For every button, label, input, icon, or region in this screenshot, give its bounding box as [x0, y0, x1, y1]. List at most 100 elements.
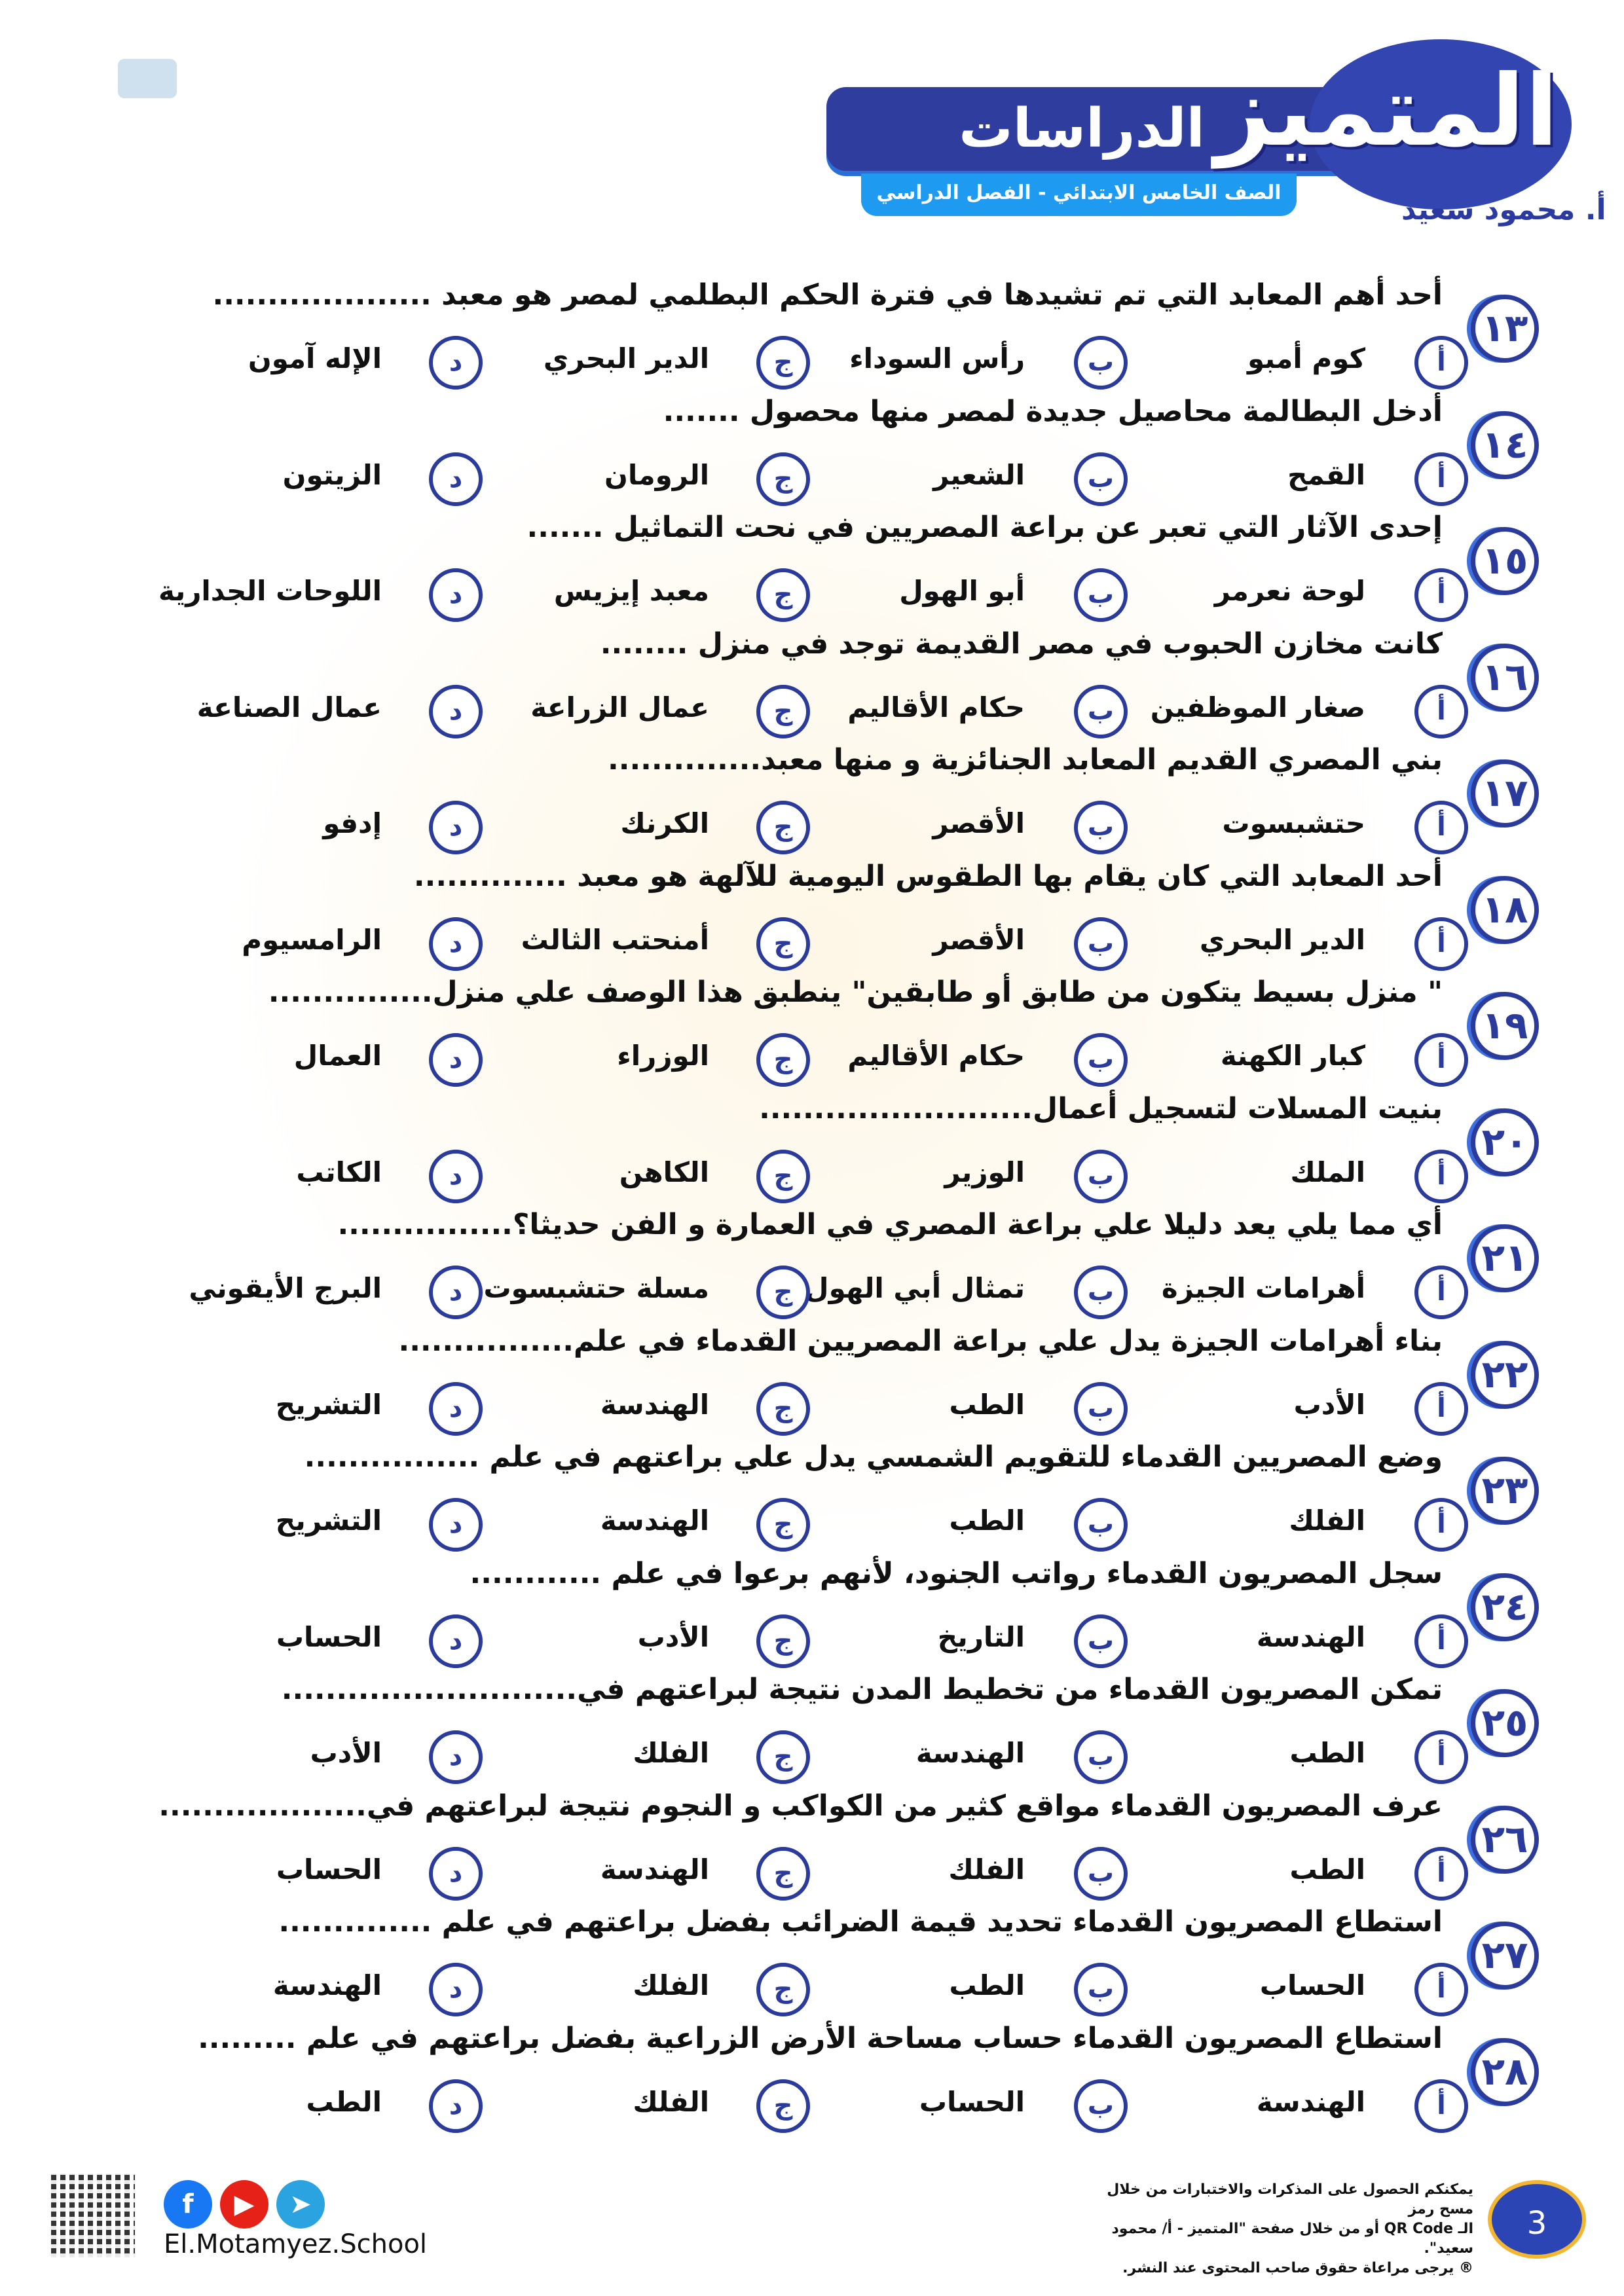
option-text[interactable]: حكام الأقاليم [847, 1040, 1025, 1072]
option-text[interactable]: الهندسة [1256, 1620, 1365, 1653]
option-text[interactable]: لوحة نعرمر [1214, 575, 1365, 607]
option-text[interactable]: كوم أمبو [1247, 342, 1365, 374]
option-letter[interactable]: ج [756, 1498, 810, 1552]
option-text[interactable]: التشريح [275, 1504, 382, 1537]
option-letter[interactable]: أ [1414, 1963, 1468, 2016]
option-letter[interactable]: ج [756, 452, 810, 506]
option-letter[interactable]: أ [1414, 2079, 1468, 2133]
option-text[interactable]: الأدب [310, 1737, 382, 1769]
option-letter[interactable]: ج [756, 1963, 810, 2016]
option-letter[interactable]: ب [1074, 1381, 1128, 1436]
option-text[interactable]: الهندسة [272, 1969, 382, 2001]
option-text[interactable]: التشريح [275, 1388, 382, 1421]
option-letter[interactable]: أ [1414, 568, 1468, 622]
option-letter[interactable]: ج [756, 1033, 810, 1087]
option-letter[interactable]: أ [1414, 336, 1468, 390]
option-letter[interactable]: أ [1414, 452, 1468, 506]
option-letter[interactable]: ب [1074, 452, 1128, 506]
option-letter[interactable]: ب [1074, 1033, 1128, 1087]
option-letter[interactable]: ب [1074, 917, 1128, 971]
option-text[interactable]: الهندسة [1256, 2085, 1365, 2118]
option-text[interactable]: الهندسة [600, 1388, 709, 1421]
option-letter[interactable]: أ [1414, 1846, 1468, 1901]
option-letter[interactable]: د [429, 1963, 483, 2016]
option-text[interactable]: الحساب [919, 2085, 1025, 2118]
option-text[interactable]: أهرامات الجيزة [1161, 1272, 1365, 1304]
option-letter[interactable]: أ [1414, 1381, 1468, 1436]
option-letter[interactable]: د [429, 684, 483, 738]
option-text[interactable]: الرومان [604, 458, 709, 491]
option-letter[interactable]: ج [756, 801, 810, 854]
option-letter[interactable]: أ [1414, 801, 1468, 854]
option-text[interactable]: كبار الكهنة [1220, 1040, 1365, 1072]
option-letter[interactable]: د [429, 1730, 483, 1784]
option-letter[interactable]: ب [1074, 1149, 1128, 1203]
option-text[interactable]: الرامسيوم [242, 923, 382, 956]
option-letter[interactable]: د [429, 1033, 483, 1087]
option-letter[interactable]: د [429, 1381, 483, 1436]
option-text[interactable]: الحساب [1259, 1969, 1365, 2001]
youtube-icon[interactable]: ▶ [220, 2180, 268, 2229]
option-letter[interactable]: ج [756, 1381, 810, 1436]
option-letter[interactable]: ب [1074, 1266, 1128, 1319]
option-letter[interactable]: ج [756, 336, 810, 390]
option-text[interactable]: الإله آمون [248, 342, 382, 374]
option-text[interactable]: الأدب [1293, 1388, 1365, 1421]
option-text[interactable]: الكرنك [620, 807, 709, 839]
option-text[interactable]: اللوحات الجدارية [158, 575, 382, 607]
option-text[interactable]: الشعير [933, 458, 1025, 491]
option-letter[interactable]: أ [1414, 1149, 1468, 1203]
option-text[interactable]: الطب [306, 2085, 382, 2118]
option-text[interactable]: الفلك [1289, 1504, 1365, 1537]
option-text[interactable]: الهندسة [915, 1737, 1025, 1769]
option-text[interactable]: الوزراء [617, 1040, 709, 1072]
option-text[interactable]: أبو الهول [899, 575, 1025, 607]
option-letter[interactable]: د [429, 2079, 483, 2133]
option-letter[interactable]: ب [1074, 684, 1128, 738]
option-text[interactable]: الدير البحري [1199, 923, 1365, 956]
option-letter[interactable]: أ [1414, 917, 1468, 971]
option-letter[interactable]: ب [1074, 1963, 1128, 2016]
option-letter[interactable]: أ [1414, 1730, 1468, 1784]
option-text[interactable]: الطب [949, 1969, 1025, 2001]
option-letter[interactable]: أ [1414, 1498, 1468, 1552]
option-text[interactable]: التاريخ [937, 1620, 1025, 1653]
option-letter[interactable]: د [429, 1614, 483, 1668]
option-text[interactable]: الزيتون [282, 458, 382, 491]
telegram-icon[interactable]: ➤ [276, 2180, 325, 2229]
option-text[interactable]: عمال الزراعة [530, 691, 709, 723]
option-text[interactable]: الأقصر [932, 807, 1025, 839]
option-text[interactable]: الوزير [944, 1156, 1025, 1188]
option-letter[interactable]: ب [1074, 2079, 1128, 2133]
facebook-icon[interactable]: f [164, 2180, 212, 2229]
option-text[interactable]: القمح [1287, 458, 1365, 491]
option-text[interactable]: الحساب [276, 1853, 382, 1886]
option-letter[interactable]: د [429, 801, 483, 854]
option-text[interactable]: مسلة حتشبسوت [483, 1272, 709, 1304]
option-text[interactable]: الطب [949, 1388, 1025, 1421]
option-letter[interactable]: د [429, 1266, 483, 1319]
option-text[interactable]: أمنحتب الثالث [521, 923, 709, 956]
option-letter[interactable]: أ [1414, 1266, 1468, 1319]
option-letter[interactable]: ج [756, 1614, 810, 1668]
option-letter[interactable]: د [429, 1149, 483, 1203]
option-letter[interactable]: أ [1414, 1614, 1468, 1668]
option-letter[interactable]: د [429, 917, 483, 971]
option-text[interactable]: الفلك [948, 1853, 1025, 1886]
option-text[interactable]: الأدب [637, 1620, 709, 1653]
option-letter[interactable]: ج [756, 1266, 810, 1319]
option-text[interactable]: حكام الأقاليم [847, 691, 1025, 723]
option-letter[interactable]: د [429, 1498, 483, 1552]
option-letter[interactable]: ب [1074, 1730, 1128, 1784]
option-text[interactable]: الأقصر [932, 923, 1025, 956]
option-text[interactable]: العمال [293, 1040, 382, 1072]
option-text[interactable]: الطب [1289, 1737, 1365, 1769]
option-text[interactable]: الهندسة [600, 1504, 709, 1537]
option-text[interactable]: الطب [949, 1504, 1025, 1537]
option-letter[interactable]: د [429, 336, 483, 390]
option-letter[interactable]: ب [1074, 1614, 1128, 1668]
option-text[interactable]: حتشبسوت [1222, 807, 1365, 839]
option-letter[interactable]: ج [756, 568, 810, 622]
option-letter[interactable]: ب [1074, 1846, 1128, 1901]
option-text[interactable]: الدير البحري [543, 342, 709, 374]
